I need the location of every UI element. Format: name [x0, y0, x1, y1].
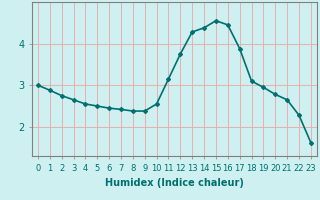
- X-axis label: Humidex (Indice chaleur): Humidex (Indice chaleur): [105, 178, 244, 188]
